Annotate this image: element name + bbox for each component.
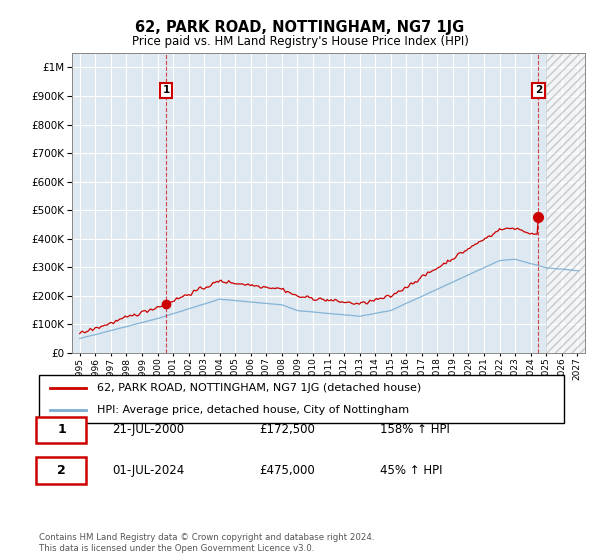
Text: 2: 2	[57, 464, 66, 477]
Text: Price paid vs. HM Land Registry's House Price Index (HPI): Price paid vs. HM Land Registry's House …	[131, 35, 469, 48]
Text: Contains HM Land Registry data © Crown copyright and database right 2024.
This d: Contains HM Land Registry data © Crown c…	[39, 533, 374, 553]
Text: 1: 1	[163, 85, 170, 95]
Text: 01-JUL-2024: 01-JUL-2024	[113, 464, 185, 477]
Text: £172,500: £172,500	[260, 423, 316, 436]
Text: £475,000: £475,000	[260, 464, 315, 477]
FancyBboxPatch shape	[39, 375, 564, 423]
Text: 1: 1	[57, 423, 66, 436]
Text: 21-JUL-2000: 21-JUL-2000	[113, 423, 185, 436]
Text: 158% ↑ HPI: 158% ↑ HPI	[380, 423, 450, 436]
Text: 2: 2	[535, 85, 542, 95]
Text: 62, PARK ROAD, NOTTINGHAM, NG7 1JG: 62, PARK ROAD, NOTTINGHAM, NG7 1JG	[136, 20, 464, 35]
Text: HPI: Average price, detached house, City of Nottingham: HPI: Average price, detached house, City…	[97, 405, 409, 415]
FancyBboxPatch shape	[37, 458, 86, 484]
Text: 45% ↑ HPI: 45% ↑ HPI	[380, 464, 443, 477]
FancyBboxPatch shape	[37, 417, 86, 443]
Bar	[546, 53, 585, 353]
Text: 62, PARK ROAD, NOTTINGHAM, NG7 1JG (detached house): 62, PARK ROAD, NOTTINGHAM, NG7 1JG (deta…	[97, 383, 421, 393]
